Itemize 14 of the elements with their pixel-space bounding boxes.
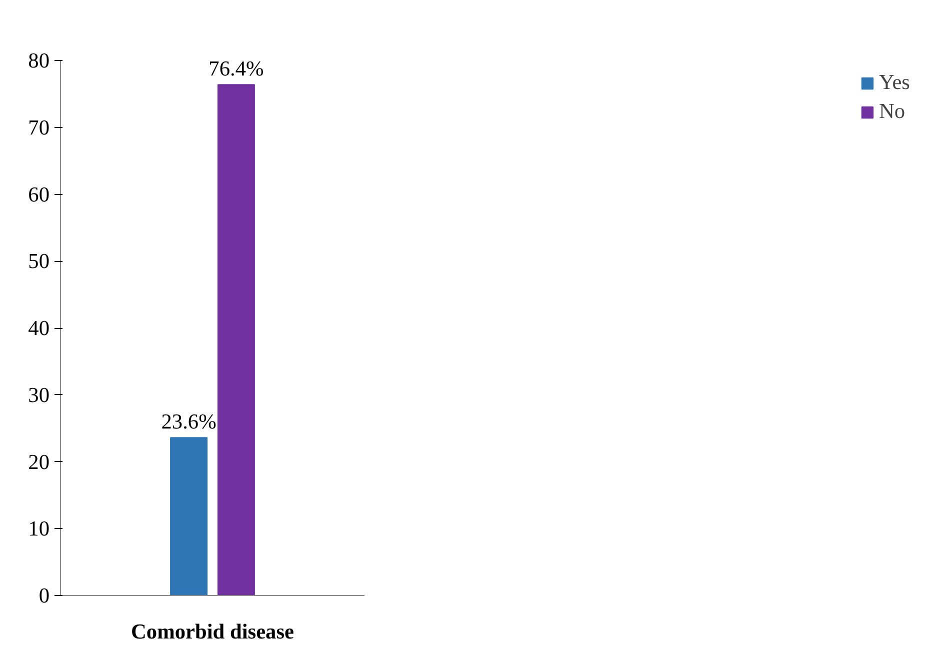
y-tick-label: 60 xyxy=(28,182,50,206)
y-tick-label: 70 xyxy=(28,115,50,140)
y-tick-label: 20 xyxy=(28,450,50,474)
x-tick-label: Comorbid disease xyxy=(131,620,294,644)
data-label: 23.6% xyxy=(161,410,217,434)
legend-label: No xyxy=(878,99,906,124)
y-tick-label: 40 xyxy=(28,316,50,340)
y-tick-label: 50 xyxy=(28,249,50,274)
y-tick-label: 30 xyxy=(28,382,50,407)
data-label: 76.4% xyxy=(208,56,264,81)
y-tick-label: 80 xyxy=(28,48,50,72)
legend-label: Yes xyxy=(878,70,910,95)
y-tick-label: 0 xyxy=(38,584,50,608)
y-tick-label: 10 xyxy=(28,516,50,541)
